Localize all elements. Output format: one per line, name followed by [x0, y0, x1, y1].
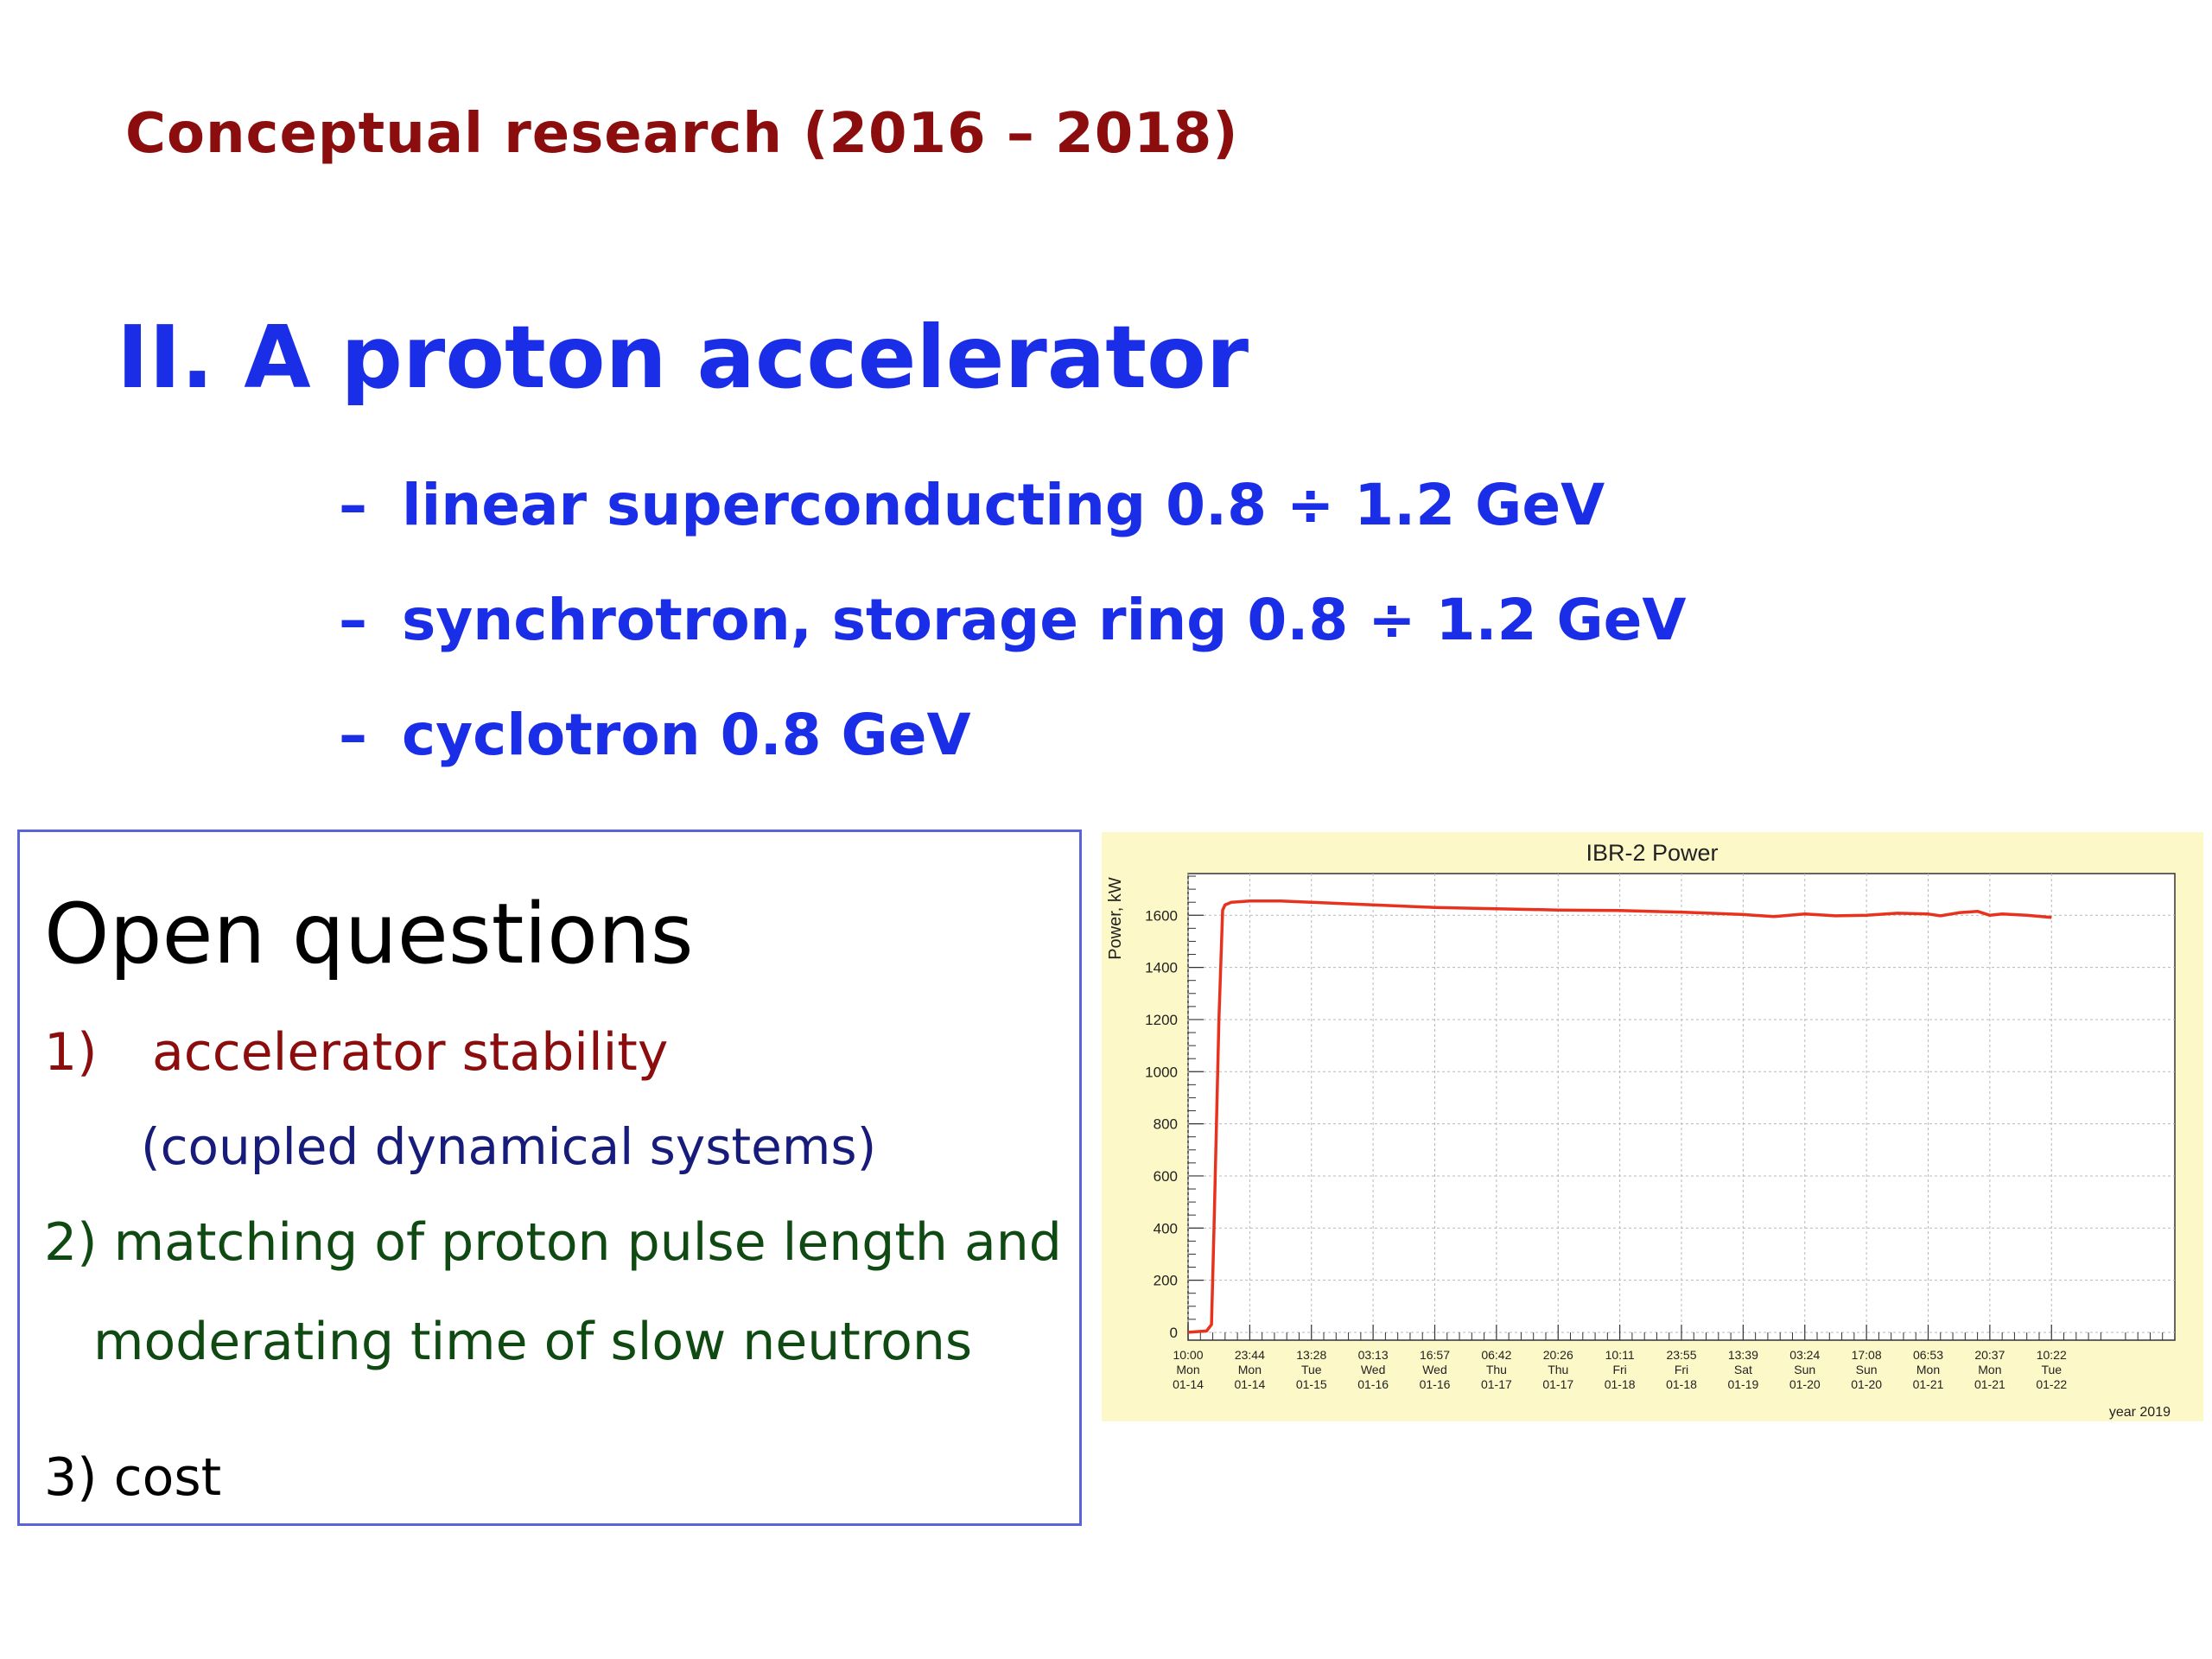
- y-tick-label: 1200: [1145, 1012, 1178, 1028]
- chart-title: IBR-2 Power: [1586, 840, 1718, 866]
- bullet-dash: –: [339, 472, 367, 538]
- x-tick-label: 06:42: [1481, 1348, 1511, 1362]
- series-line: [1187, 899, 2052, 1334]
- x-tick-label: Wed: [1422, 1363, 1447, 1376]
- question-1-subtext: (coupled dynamical systems): [141, 1117, 877, 1176]
- accelerator-options-list: – linear superconducting 0.8 ÷ 1.2 GeV – s…: [339, 471, 1686, 816]
- x-tick-label: Fri: [1612, 1363, 1626, 1376]
- x-tick-label: 01-16: [1357, 1377, 1389, 1391]
- x-tick-label: 13:39: [1728, 1348, 1758, 1362]
- x-tick-label: 01-20: [1789, 1377, 1821, 1391]
- x-tick-label: Mon: [1238, 1363, 1262, 1376]
- slide-heading: Conceptual research (2016 – 2018): [125, 102, 1239, 166]
- x-tick-label: 06:53: [1913, 1348, 1943, 1362]
- section-title: II. A proton accelerator: [117, 307, 1249, 408]
- y-tick-label: 1000: [1145, 1064, 1178, 1080]
- x-tick-label: 01-21: [1974, 1377, 2005, 1391]
- y-tick-label: 600: [1154, 1168, 1178, 1185]
- y-tick-label: 1400: [1145, 960, 1178, 976]
- x-tick-label: 16:57: [1420, 1348, 1450, 1362]
- x-tick-label: Tue: [1301, 1363, 1322, 1376]
- x-tick-label: 23:55: [1666, 1348, 1696, 1362]
- bullet-dash: –: [339, 702, 367, 768]
- question-2-continuation: moderating time of slow neutrons: [93, 1312, 973, 1372]
- y-tick-label: 1600: [1145, 907, 1178, 924]
- x-tick-label: 01-19: [1727, 1377, 1758, 1391]
- x-tick-label: 23:44: [1235, 1348, 1265, 1362]
- question-1-text: accelerator stability: [152, 1022, 669, 1083]
- x-tick-label: Tue: [2041, 1363, 2062, 1376]
- x-tick-label: Mon: [1176, 1363, 1199, 1376]
- open-questions-title: Open questions: [44, 886, 694, 982]
- x-tick-label: 01-15: [1296, 1377, 1327, 1391]
- x-tick-label: Mon: [1978, 1363, 2001, 1376]
- open-questions-box: Open questions 1) accelerator stability (…: [17, 830, 1082, 1526]
- list-item: – synchrotron, storage ring 0.8 ÷ 1.2 GeV: [339, 586, 1686, 701]
- list-item-text: linear superconducting 0.8 ÷ 1.2 GeV: [402, 472, 1605, 538]
- x-tick-label: Thu: [1486, 1363, 1507, 1376]
- x-tick-label: 01-17: [1481, 1377, 1512, 1391]
- x-tick-label: 01-16: [1420, 1377, 1451, 1391]
- x-tick-label: Sun: [1794, 1363, 1815, 1376]
- x-tick-label: 10:22: [2037, 1348, 2067, 1362]
- question-3: 3) cost: [44, 1447, 222, 1508]
- x-tick-label: Mon: [1916, 1363, 1940, 1376]
- ibr2-power-chart: IBR-2 Power Power, kW year 2019 0 200 400 6…: [1102, 832, 2203, 1421]
- x-tick-label: 01-17: [1542, 1377, 1573, 1391]
- x-tick-label: 03:24: [1789, 1348, 1820, 1362]
- x-tick-label: 01-21: [1913, 1377, 1944, 1391]
- chart-svg: IBR-2 Power Power, kW year 2019 0 200 400 6…: [1106, 840, 2176, 1420]
- x-tick-label: 01-14: [1234, 1377, 1265, 1391]
- x-tick-label: Sun: [1856, 1363, 1878, 1376]
- bullet-dash: –: [339, 587, 367, 653]
- x-tick-label: 01-20: [1851, 1377, 1882, 1391]
- x-tick-label: 01-22: [2036, 1377, 2067, 1391]
- y-axis-label: Power, kW: [1106, 877, 1125, 960]
- x-tick-label: 10:00: [1173, 1348, 1203, 1362]
- list-item: – linear superconducting 0.8 ÷ 1.2 GeV: [339, 471, 1686, 586]
- x-tick-label: 17:08: [1852, 1348, 1882, 1362]
- x-tick-label: Fri: [1675, 1363, 1688, 1376]
- y-tick-label: 800: [1154, 1116, 1178, 1133]
- x-tick-label: 10:11: [1605, 1348, 1635, 1362]
- x-tick-label: 03:13: [1358, 1348, 1389, 1362]
- y-tick-label: 0: [1170, 1325, 1178, 1341]
- question-1-number: 1): [44, 1022, 98, 1083]
- x-tick-label: 01-14: [1173, 1377, 1204, 1391]
- x-tick-label: 20:37: [1974, 1348, 2005, 1362]
- list-item-text: synchrotron, storage ring 0.8 ÷ 1.2 GeV: [402, 587, 1687, 653]
- question-1: 1) accelerator stability: [44, 1022, 668, 1083]
- list-item-text: cyclotron 0.8 GeV: [402, 702, 971, 768]
- x-tick-label: 01-18: [1605, 1377, 1636, 1391]
- x-axis-label: year 2019: [2109, 1405, 2171, 1420]
- x-tick-label: Thu: [1548, 1363, 1568, 1376]
- question-2: 2) matching of proton pulse length and: [44, 1212, 1062, 1273]
- x-tick-label: 13:28: [1296, 1348, 1326, 1362]
- x-tick-label: Sat: [1734, 1363, 1752, 1376]
- x-tick-label: 20:26: [1543, 1348, 1573, 1362]
- list-item: – cyclotron 0.8 GeV: [339, 701, 1686, 816]
- x-tick-label: Wed: [1361, 1363, 1386, 1376]
- x-tick-label: 01-18: [1666, 1377, 1697, 1391]
- y-tick-label: 200: [1154, 1273, 1178, 1289]
- y-tick-label: 400: [1154, 1220, 1178, 1236]
